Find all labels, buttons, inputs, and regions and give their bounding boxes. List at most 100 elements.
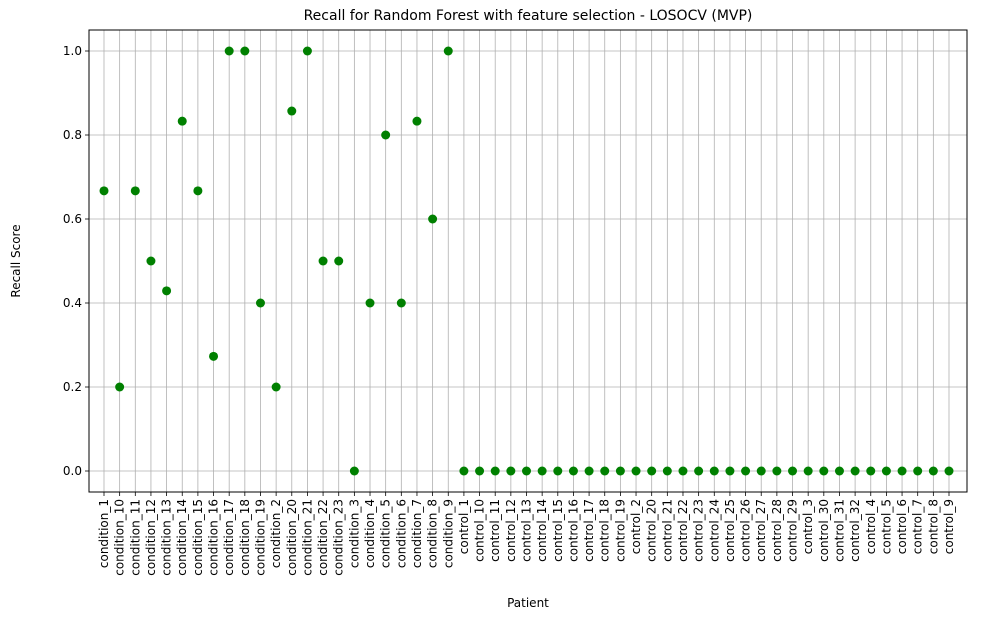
data-point [568, 466, 578, 476]
data-point [115, 382, 125, 392]
x-tick-label: control_17 [582, 499, 596, 562]
data-point [803, 466, 813, 476]
x-tick-label: condition_10 [113, 499, 127, 576]
data-point [756, 466, 766, 476]
x-tick-label: condition_9 [441, 499, 455, 568]
x-tick-label: control_1 [457, 499, 471, 554]
data-point [772, 466, 782, 476]
x-tick-label: control_26 [739, 499, 753, 562]
x-axis-label: Patient [507, 596, 549, 610]
x-tick-label: control_23 [692, 499, 706, 562]
x-tick-label: control_16 [566, 499, 580, 562]
x-tick-label: control_27 [754, 499, 768, 562]
data-points [99, 46, 954, 476]
data-point [819, 466, 829, 476]
data-point [694, 466, 704, 476]
data-point [678, 466, 688, 476]
data-point [255, 298, 265, 308]
x-tick-label: condition_2 [269, 499, 283, 568]
y-tick-label: 0.0 [63, 464, 82, 478]
data-point [913, 466, 923, 476]
x-tick-label: condition_22 [316, 499, 330, 576]
y-axis-label: Recall Score [9, 224, 23, 297]
y-tick-label: 0.6 [63, 212, 82, 226]
data-point [162, 286, 172, 296]
y-tick-label: 0.4 [63, 296, 82, 310]
data-point [349, 466, 359, 476]
x-tick-label: condition_16 [207, 499, 221, 576]
data-point [177, 116, 187, 126]
data-point [553, 466, 563, 476]
data-point [146, 256, 156, 266]
data-point [365, 298, 375, 308]
data-point [209, 351, 219, 361]
x-tick-label: control_4 [864, 499, 878, 554]
x-tick-label: condition_13 [160, 499, 174, 576]
x-tick-label: control_32 [848, 499, 862, 562]
x-tick-label: condition_23 [332, 499, 346, 576]
x-tick-label: control_28 [770, 499, 784, 562]
data-point [850, 466, 860, 476]
x-tick-label: control_2 [629, 499, 643, 554]
x-tick-label: control_21 [660, 499, 674, 562]
x-tick-label: control_19 [613, 499, 627, 562]
x-tick-label: control_3 [801, 499, 815, 554]
x-tick-label: control_12 [504, 499, 518, 562]
x-tick-label: control_25 [723, 499, 737, 562]
data-point [897, 466, 907, 476]
x-tick-label: condition_8 [426, 499, 440, 568]
x-tick-label: condition_15 [191, 499, 205, 576]
y-tick-label: 1.0 [63, 44, 82, 58]
data-point [866, 466, 876, 476]
data-point [584, 466, 594, 476]
data-point [396, 298, 406, 308]
data-point [881, 466, 891, 476]
x-tick-label: control_22 [676, 499, 690, 562]
x-tick-label: control_7 [911, 499, 925, 554]
x-tick-label: condition_5 [379, 499, 393, 568]
x-tick-label: condition_12 [144, 499, 158, 576]
data-point [834, 466, 844, 476]
x-tick-label: control_29 [786, 499, 800, 562]
data-point [240, 46, 250, 56]
x-tick-label: condition_17 [222, 499, 236, 576]
data-point [537, 466, 547, 476]
x-tick-label: condition_7 [410, 499, 424, 568]
x-tick-label: control_13 [520, 499, 534, 562]
data-point [224, 46, 234, 56]
x-tick-label: control_15 [551, 499, 565, 562]
y-tick-label: 0.2 [63, 380, 82, 394]
data-point [318, 256, 328, 266]
x-tick-label: condition_6 [394, 499, 408, 568]
data-point [600, 466, 610, 476]
data-point [381, 130, 391, 140]
x-tick-label: control_11 [488, 499, 502, 562]
chart-title: Recall for Random Forest with feature se… [304, 8, 753, 24]
y-tick-label: 0.8 [63, 128, 82, 142]
data-point [334, 256, 344, 266]
x-tick-label: control_31 [832, 499, 846, 562]
data-point [459, 466, 469, 476]
x-tick-label: condition_20 [285, 499, 299, 576]
x-tick-label: control_5 [879, 499, 893, 554]
x-tick-label: control_9 [942, 499, 956, 554]
data-point [130, 186, 140, 196]
x-tick-label: condition_14 [175, 499, 189, 576]
data-point [271, 382, 281, 392]
x-tick-label: control_30 [817, 499, 831, 562]
data-point [662, 466, 672, 476]
x-tick-label: control_8 [926, 499, 940, 554]
data-point [944, 466, 954, 476]
plot-frame [88, 29, 968, 493]
data-point [522, 466, 531, 476]
data-point [709, 466, 719, 476]
grid-lines [89, 30, 967, 492]
x-tick-label: condition_11 [128, 499, 142, 576]
x-tick-label: condition_21 [300, 499, 314, 576]
data-point [302, 46, 312, 56]
data-point [412, 116, 422, 126]
data-point [428, 214, 438, 224]
x-tick-label: control_14 [535, 499, 549, 562]
